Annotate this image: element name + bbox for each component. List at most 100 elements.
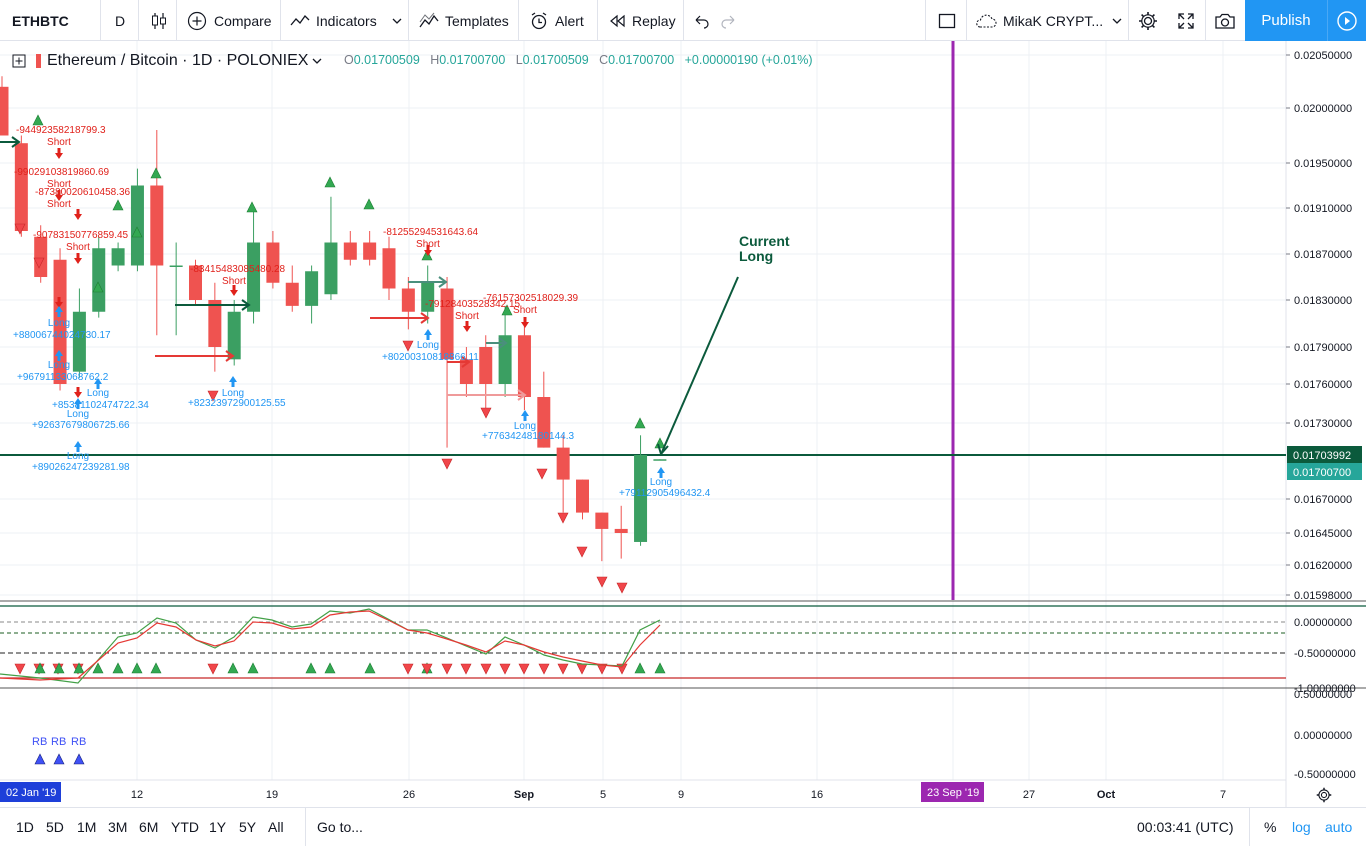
price-axis[interactable]: 0.02050000 0.02000000 0.01950000 0.01910000… — [1286, 50, 1362, 781]
price-tick-label: 0.01870000 — [1294, 249, 1352, 261]
candle — [227, 300, 241, 366]
time-tick-label: 16 — [811, 789, 823, 801]
fullscreen-button[interactable] — [1176, 0, 1196, 41]
undo-button[interactable] — [692, 0, 710, 41]
buy-triangle-marker — [131, 226, 143, 238]
oscillator-buy-marker — [112, 662, 124, 674]
layout-dropdown[interactable] — [1112, 0, 1122, 41]
annotation-arrow[interactable] — [661, 276, 739, 453]
candle — [0, 76, 9, 136]
candle — [556, 435, 570, 513]
templates-button[interactable]: Templates — [418, 0, 509, 41]
candle-body — [305, 271, 319, 306]
time-tick-label: 5 — [600, 789, 606, 801]
redo-button[interactable] — [720, 0, 738, 41]
oscillator-sell-marker — [538, 663, 550, 675]
clock-timezone[interactable]: 00:03:41 (UTC) — [1137, 808, 1233, 846]
layout-menu[interactable]: MikaK CRYPT... — [974, 0, 1103, 41]
candle-body — [324, 242, 338, 295]
short-entry-arrowhead — [420, 312, 430, 324]
candle — [92, 236, 106, 318]
oscillator-buy-marker — [227, 662, 239, 674]
undo-icon — [695, 15, 709, 29]
sell-triangle-marker — [33, 257, 45, 269]
close-value: 0.01700700 — [608, 53, 675, 67]
candle-body — [382, 248, 396, 289]
play-button[interactable] — [1327, 0, 1366, 41]
range-button-1d[interactable]: 1D — [16, 808, 34, 846]
rewind-icon — [610, 14, 625, 27]
open-value: 0.01700509 — [353, 53, 420, 67]
candle-body — [440, 288, 454, 360]
candle — [401, 277, 415, 330]
oscillator-sell-marker — [402, 663, 414, 675]
symbol-search[interactable]: ETHBTC — [12, 0, 69, 41]
long-signal-tag: Long — [416, 340, 440, 351]
range-button-ytd[interactable]: YTD — [171, 808, 199, 846]
expand-legend-icon[interactable] — [12, 54, 26, 68]
divider — [1249, 808, 1250, 846]
range-button-5y[interactable]: 5Y — [239, 808, 256, 846]
range-button-5d[interactable]: 5D — [46, 808, 64, 846]
auto-toggle[interactable]: auto — [1325, 808, 1352, 846]
oscillator-buy-marker — [73, 662, 85, 674]
expand-icon — [1178, 12, 1194, 29]
indicators-dropdown[interactable] — [392, 0, 402, 41]
range-button-all[interactable]: All — [268, 808, 284, 846]
candle-body — [537, 397, 551, 448]
chart-canvas[interactable]: 0.02050000 0.02000000 0.01950000 0.01910000… — [0, 41, 1366, 807]
interval-button[interactable]: D — [115, 0, 125, 41]
long-arrow-icon — [521, 410, 529, 421]
buy-triangle-marker — [150, 167, 162, 179]
range-button-1y[interactable]: 1Y — [209, 808, 226, 846]
percent-toggle[interactable]: % — [1264, 808, 1276, 846]
oscillator-buy-marker — [364, 662, 376, 674]
chart-area[interactable]: 0.02050000 0.02000000 0.01950000 0.01910000… — [0, 41, 1366, 807]
chart-style-button[interactable] — [150, 0, 168, 41]
sell-triangle-marker — [14, 223, 26, 235]
divider — [597, 0, 598, 41]
candle — [382, 236, 396, 300]
publish-button[interactable]: Publish — [1245, 0, 1327, 41]
annotation-text[interactable]: Current Long — [739, 234, 790, 264]
settings-button[interactable] — [1137, 0, 1159, 41]
indicators-button[interactable]: Indicators — [289, 0, 377, 41]
sell-triangle-marker — [536, 468, 548, 480]
range-button-6m[interactable]: 6M — [139, 808, 158, 846]
candle-body — [401, 288, 415, 312]
time-axis[interactable]: 12 19 26 Sep 5 9 16 27 Oct 7 02 Jan '19 23 Sep '19 — [0, 782, 1226, 802]
candle — [305, 265, 319, 324]
snapshot-button[interactable] — [1214, 0, 1236, 41]
interval-label: D — [115, 12, 126, 29]
long-arrow-icon — [424, 329, 432, 340]
time-axis-settings[interactable] — [1316, 787, 1332, 808]
divider — [1205, 0, 1206, 41]
candle — [653, 459, 667, 461]
buy-triangle-marker — [421, 249, 433, 261]
log-toggle[interactable]: log — [1292, 808, 1311, 846]
candle-body — [343, 242, 357, 260]
price-tick-label: 0.01950000 — [1294, 158, 1352, 170]
compare-button[interactable]: Compare — [187, 0, 272, 41]
pane3-tick-label: 0.50000000 — [1294, 689, 1352, 701]
chart-legend[interactable]: Ethereum / Bitcoin · 1D · POLONIEX — [12, 50, 322, 72]
long-signal-value: +80200310818866.11 — [382, 352, 479, 363]
chevron-down-icon[interactable] — [312, 57, 322, 65]
publish-label: Publish — [1261, 12, 1311, 29]
alert-button[interactable]: Alert — [529, 0, 584, 41]
low-value: 0.01700509 — [522, 53, 589, 67]
long-signal-tag: Long — [513, 421, 537, 432]
range-button-1m[interactable]: 1M — [77, 808, 96, 846]
range-button-3m[interactable]: 3M — [108, 808, 127, 846]
sell-triangle-marker — [557, 512, 569, 524]
replay-button[interactable]: Replay — [608, 0, 676, 41]
time-tick-label: 7 — [1220, 789, 1226, 801]
time-tick-label: 27 — [1023, 789, 1035, 801]
goto-button[interactable]: Go to... — [317, 808, 363, 846]
time-tick-label: Sep — [514, 789, 534, 801]
short-signal-value: -94492358218799.3 — [16, 125, 106, 136]
candle — [595, 512, 609, 562]
fullscreen-layout-button[interactable] — [938, 0, 956, 41]
log-label: log — [1292, 819, 1311, 835]
price-tick-label: 0.02050000 — [1294, 50, 1352, 62]
